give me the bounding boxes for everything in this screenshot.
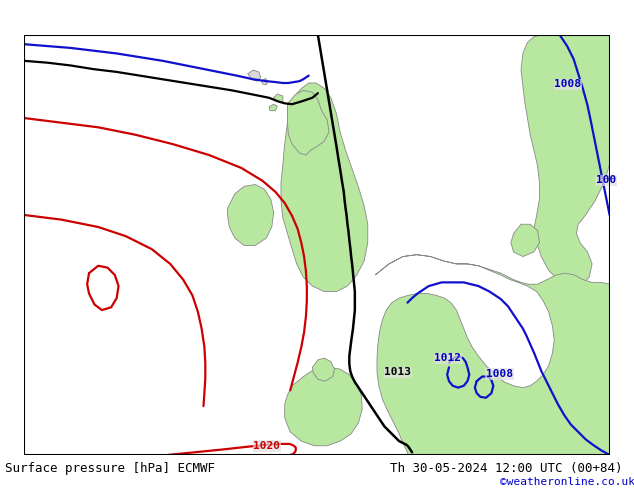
Polygon shape: [248, 70, 261, 81]
Text: 1008: 1008: [554, 79, 581, 89]
Polygon shape: [274, 94, 283, 101]
Polygon shape: [313, 358, 335, 381]
Polygon shape: [269, 104, 277, 111]
Polygon shape: [281, 83, 368, 292]
Text: Surface pressure [hPa] ECMWF: Surface pressure [hPa] ECMWF: [5, 462, 215, 474]
Polygon shape: [375, 255, 610, 455]
Text: 1012: 1012: [434, 353, 461, 364]
Polygon shape: [285, 368, 362, 446]
Text: 1008: 1008: [486, 369, 513, 379]
Text: 1013: 1013: [384, 368, 411, 377]
Polygon shape: [511, 224, 540, 257]
Polygon shape: [228, 185, 274, 245]
Polygon shape: [287, 90, 329, 155]
Polygon shape: [521, 35, 610, 289]
Text: 100: 100: [596, 175, 616, 185]
Text: Th 30-05-2024 12:00 UTC (00+84): Th 30-05-2024 12:00 UTC (00+84): [390, 462, 623, 474]
Text: 1020: 1020: [254, 441, 280, 451]
Text: ©weatheronline.co.uk: ©weatheronline.co.uk: [500, 477, 634, 487]
Polygon shape: [262, 78, 268, 85]
